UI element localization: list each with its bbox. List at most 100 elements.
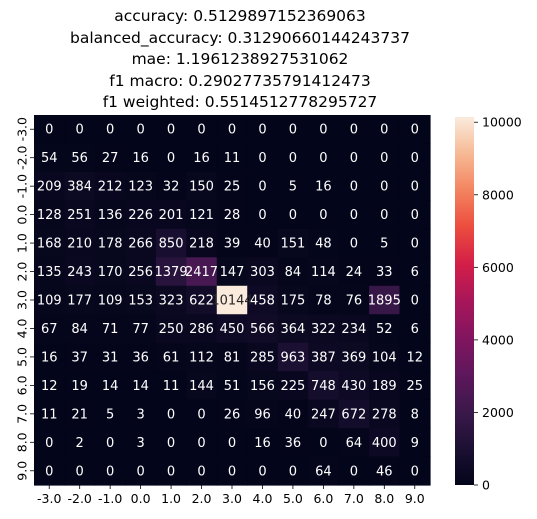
cell-value-label: 0 bbox=[258, 208, 266, 223]
y-tick-label: 7.0 bbox=[15, 404, 30, 424]
cell-value-label: 0 bbox=[197, 123, 205, 138]
heatmap-cell bbox=[308, 285, 340, 315]
cell-value-label: 114 bbox=[311, 265, 336, 280]
cell-value-label: 0 bbox=[380, 151, 388, 166]
heatmap-cell bbox=[125, 228, 157, 258]
cell-value-label: 0 bbox=[197, 464, 205, 479]
x-tick-label: 6.0 bbox=[313, 491, 333, 506]
heatmap-cell bbox=[369, 399, 401, 429]
heatmap-cell bbox=[399, 285, 431, 315]
cell-value-label: 135 bbox=[37, 265, 62, 280]
heatmap-cell bbox=[94, 314, 126, 344]
cell-value-label: 28 bbox=[224, 208, 241, 223]
cell-value-label: 11 bbox=[41, 407, 58, 422]
cell-value-label: 175 bbox=[281, 294, 306, 309]
heatmap-cell bbox=[369, 228, 401, 258]
heatmap-cell bbox=[94, 143, 126, 173]
cell-value-label: 123 bbox=[128, 180, 153, 195]
cell-value-label: 56 bbox=[71, 151, 88, 166]
heatmap-cell bbox=[247, 143, 279, 173]
heatmap-cell bbox=[369, 257, 401, 287]
cell-value-label: 0 bbox=[289, 151, 297, 166]
cell-value-label: 256 bbox=[128, 265, 153, 280]
cell-value-label: 226 bbox=[128, 208, 153, 223]
cell-value-label: 16 bbox=[193, 151, 210, 166]
heatmap-cell bbox=[64, 285, 96, 315]
cell-value-label: 136 bbox=[98, 208, 123, 223]
cell-value-label: 0 bbox=[45, 436, 53, 451]
heatmap-cell bbox=[308, 342, 340, 372]
y-tick-label: 0.0 bbox=[15, 205, 30, 225]
cell-value-label: 16 bbox=[254, 436, 271, 451]
x-tick-label: 0.0 bbox=[131, 491, 151, 506]
colorbar: 0 2000 4000 6000 8000 10000 bbox=[455, 115, 522, 493]
cell-value-label: 10144 bbox=[211, 294, 252, 309]
heatmap-cell bbox=[277, 371, 309, 401]
title-f1-weighted: f1 weighted: 0.5514512778295727 bbox=[102, 93, 378, 111]
heatmap-cell bbox=[338, 115, 370, 145]
heatmap-cell bbox=[247, 342, 279, 372]
heatmap-cell bbox=[34, 285, 66, 315]
heatmap-cell bbox=[125, 143, 157, 173]
heatmap-cell bbox=[125, 257, 157, 287]
cell-value-label: 11 bbox=[224, 151, 241, 166]
cell-value-label: 266 bbox=[128, 237, 153, 252]
heatmap-cell bbox=[308, 200, 340, 230]
heatmap-cell bbox=[94, 285, 126, 315]
heatmap-cell bbox=[247, 171, 279, 201]
y-tick-label: 2.0 bbox=[15, 262, 30, 282]
x-tick-label: 3.0 bbox=[222, 491, 242, 506]
heatmap-cell bbox=[155, 143, 187, 173]
y-tick-label: 5.0 bbox=[15, 347, 30, 367]
heatmap-cell bbox=[338, 200, 370, 230]
y-tick-label: 8.0 bbox=[15, 432, 30, 452]
heatmap-cell bbox=[186, 171, 218, 201]
heatmap-cell bbox=[94, 115, 126, 145]
cell-value-label: 46 bbox=[376, 464, 393, 479]
heatmap-cell bbox=[64, 371, 96, 401]
heatmap-cell bbox=[155, 115, 187, 145]
cell-value-label: 32 bbox=[163, 180, 180, 195]
colorbar-tick-label: 2000 bbox=[482, 405, 514, 420]
heatmap-cell bbox=[186, 257, 218, 287]
cell-value-label: 1379 bbox=[155, 265, 188, 280]
heatmap-cell bbox=[308, 456, 340, 486]
cell-value-label: 16 bbox=[41, 350, 58, 365]
heatmap-cell bbox=[338, 285, 370, 315]
heatmap-cell bbox=[399, 143, 431, 173]
x-tick-label: 5.0 bbox=[283, 491, 303, 506]
colorbar-tick-label: 0 bbox=[482, 478, 490, 493]
cell-value-label: 9 bbox=[411, 436, 419, 451]
heatmap-cell bbox=[338, 171, 370, 201]
heatmap-cell bbox=[125, 456, 157, 486]
cell-value-label: 0 bbox=[136, 123, 144, 138]
cell-value-label: 78 bbox=[315, 294, 332, 309]
cell-value-label: 303 bbox=[250, 265, 275, 280]
x-tick-label: -2.0 bbox=[67, 491, 91, 506]
heatmap-cell bbox=[399, 314, 431, 344]
heatmap-cell bbox=[308, 399, 340, 429]
heatmap-cell bbox=[216, 285, 248, 315]
cell-value-label: 286 bbox=[189, 322, 214, 337]
heatmap-cell bbox=[186, 456, 218, 486]
cell-value-label: 12 bbox=[406, 350, 423, 365]
heatmap-cell bbox=[369, 115, 401, 145]
heatmap-cell bbox=[64, 342, 96, 372]
heatmap-cell bbox=[277, 399, 309, 429]
cell-value-label: 0 bbox=[350, 180, 358, 195]
heatmap-cell bbox=[338, 342, 370, 372]
heatmap-cell bbox=[125, 285, 157, 315]
cell-value-label: 285 bbox=[250, 350, 275, 365]
cell-value-label: 61 bbox=[163, 350, 180, 365]
cell-value-label: 0 bbox=[258, 180, 266, 195]
heatmap-cell bbox=[277, 143, 309, 173]
heatmap-cell bbox=[399, 200, 431, 230]
heatmap-cell bbox=[34, 257, 66, 287]
heatmap-cell bbox=[34, 314, 66, 344]
cell-value-label: 3 bbox=[136, 407, 144, 422]
heatmap-cell bbox=[247, 257, 279, 287]
heatmap-cell bbox=[216, 257, 248, 287]
heatmap-cell bbox=[399, 228, 431, 258]
heatmap-cell bbox=[399, 257, 431, 287]
heatmap-cell bbox=[216, 456, 248, 486]
